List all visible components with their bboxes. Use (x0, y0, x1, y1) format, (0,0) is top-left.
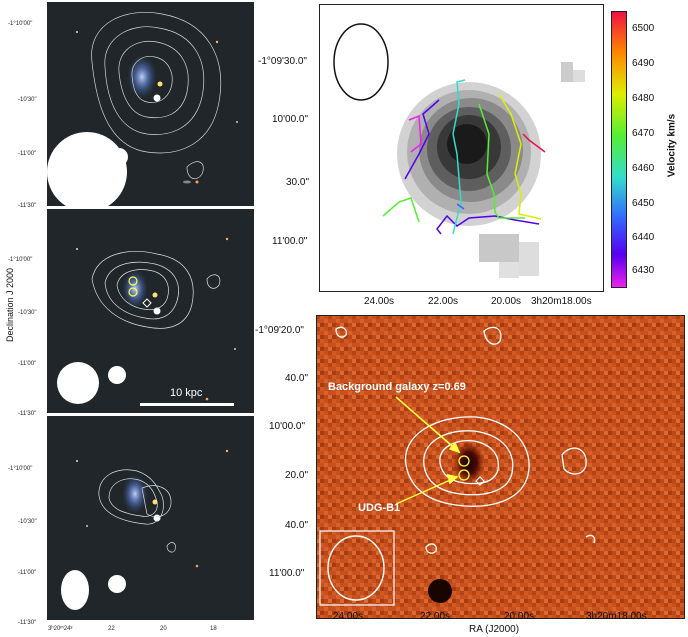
vel-ytick-1: 10'00.0" (272, 114, 309, 125)
img-ytick-3: 20.0" (285, 470, 309, 481)
colorbar-label: Velocity km/s (666, 113, 678, 178)
colorbar-tick-7: 6430 (632, 265, 655, 276)
mid-ytick-1: -10'30" (18, 310, 37, 316)
img-ytick-4: 40.0" (285, 520, 309, 531)
top-ytick-1: -10'30" (18, 97, 37, 103)
img-xtick-2: 20.00s (504, 611, 535, 622)
optical-panel-middle (47, 209, 254, 413)
colorbar-tick-2: 6480 (632, 93, 655, 104)
vel-ytick-0: -1°09'30.0" (258, 56, 307, 67)
vel-xtick-1: 22.00s (428, 296, 459, 307)
udg-label: UDG-B1 (358, 502, 400, 514)
scale-bar-label: 10 kpc (170, 387, 203, 399)
colorbar-tick-6: 6440 (632, 232, 655, 243)
img-xlabel: RA (J2000) (469, 624, 520, 635)
colorbar-tick-4: 6460 (632, 163, 655, 174)
mid-ytick-2: -11'00" (18, 361, 37, 367)
velocity-map (319, 4, 604, 292)
declination-axis-label: Declination J 2000 (5, 267, 15, 343)
bot-xtick-2: 20 (160, 626, 167, 632)
img-ytick-2: 10'00.0" (269, 421, 306, 432)
bot-ytick-1: -10'30" (18, 519, 37, 525)
optical-panel-top (47, 2, 254, 206)
vel-xtick-0: 24.00s (364, 296, 395, 307)
top-ytick-0: -1°10'00" (8, 21, 33, 27)
colorbar-tick-1: 6490 (632, 58, 655, 69)
bot-ytick-2: -11'00" (18, 570, 37, 576)
img-ytick-1: 40.0" (285, 373, 309, 384)
top-ytick-2: -11'00" (18, 151, 37, 157)
img-ytick-0: -1°09'20.0" (255, 325, 304, 336)
velocity-colorbar (611, 11, 627, 288)
mid-ytick-0: -1°10'00" (8, 257, 33, 263)
img-xtick-1: 22.00s (420, 611, 451, 622)
bot-xtick-0: 3ʰ20ᵐ24ˢ (48, 626, 73, 632)
bot-xtick-1: 22 (108, 626, 115, 632)
top-ytick-3: -11'30" (18, 203, 37, 209)
optical-panel-bottom (47, 416, 254, 620)
vel-ytick-3: 11'00.0" (272, 236, 308, 247)
vel-xtick-2: 20.00s (491, 296, 522, 307)
colorbar-tick-0: 6500 (632, 23, 655, 34)
vel-ytick-2: 30.0" (286, 177, 310, 188)
bot-ytick-3: -11'30" (18, 620, 37, 626)
vel-xtick-3: 3h20m18.00s (531, 296, 592, 307)
continuum-map: Background galaxy z=0.69 UDG-B1 (316, 315, 685, 619)
bot-xtick-3: 18 (210, 626, 217, 632)
img-ytick-5: 11'00.0" (269, 568, 305, 579)
colorbar-tick-3: 6470 (632, 128, 655, 139)
colorbar-tick-5: 6450 (632, 198, 655, 209)
bot-ytick-0: -1°10'00" (8, 466, 33, 472)
mid-ytick-3: -11'30" (18, 411, 37, 417)
img-xtick-0: 24.00s (333, 611, 364, 622)
background-galaxy-label: Background galaxy z=0.69 (328, 381, 466, 393)
img-xtick-3: 3h20m18.00s (586, 611, 647, 622)
